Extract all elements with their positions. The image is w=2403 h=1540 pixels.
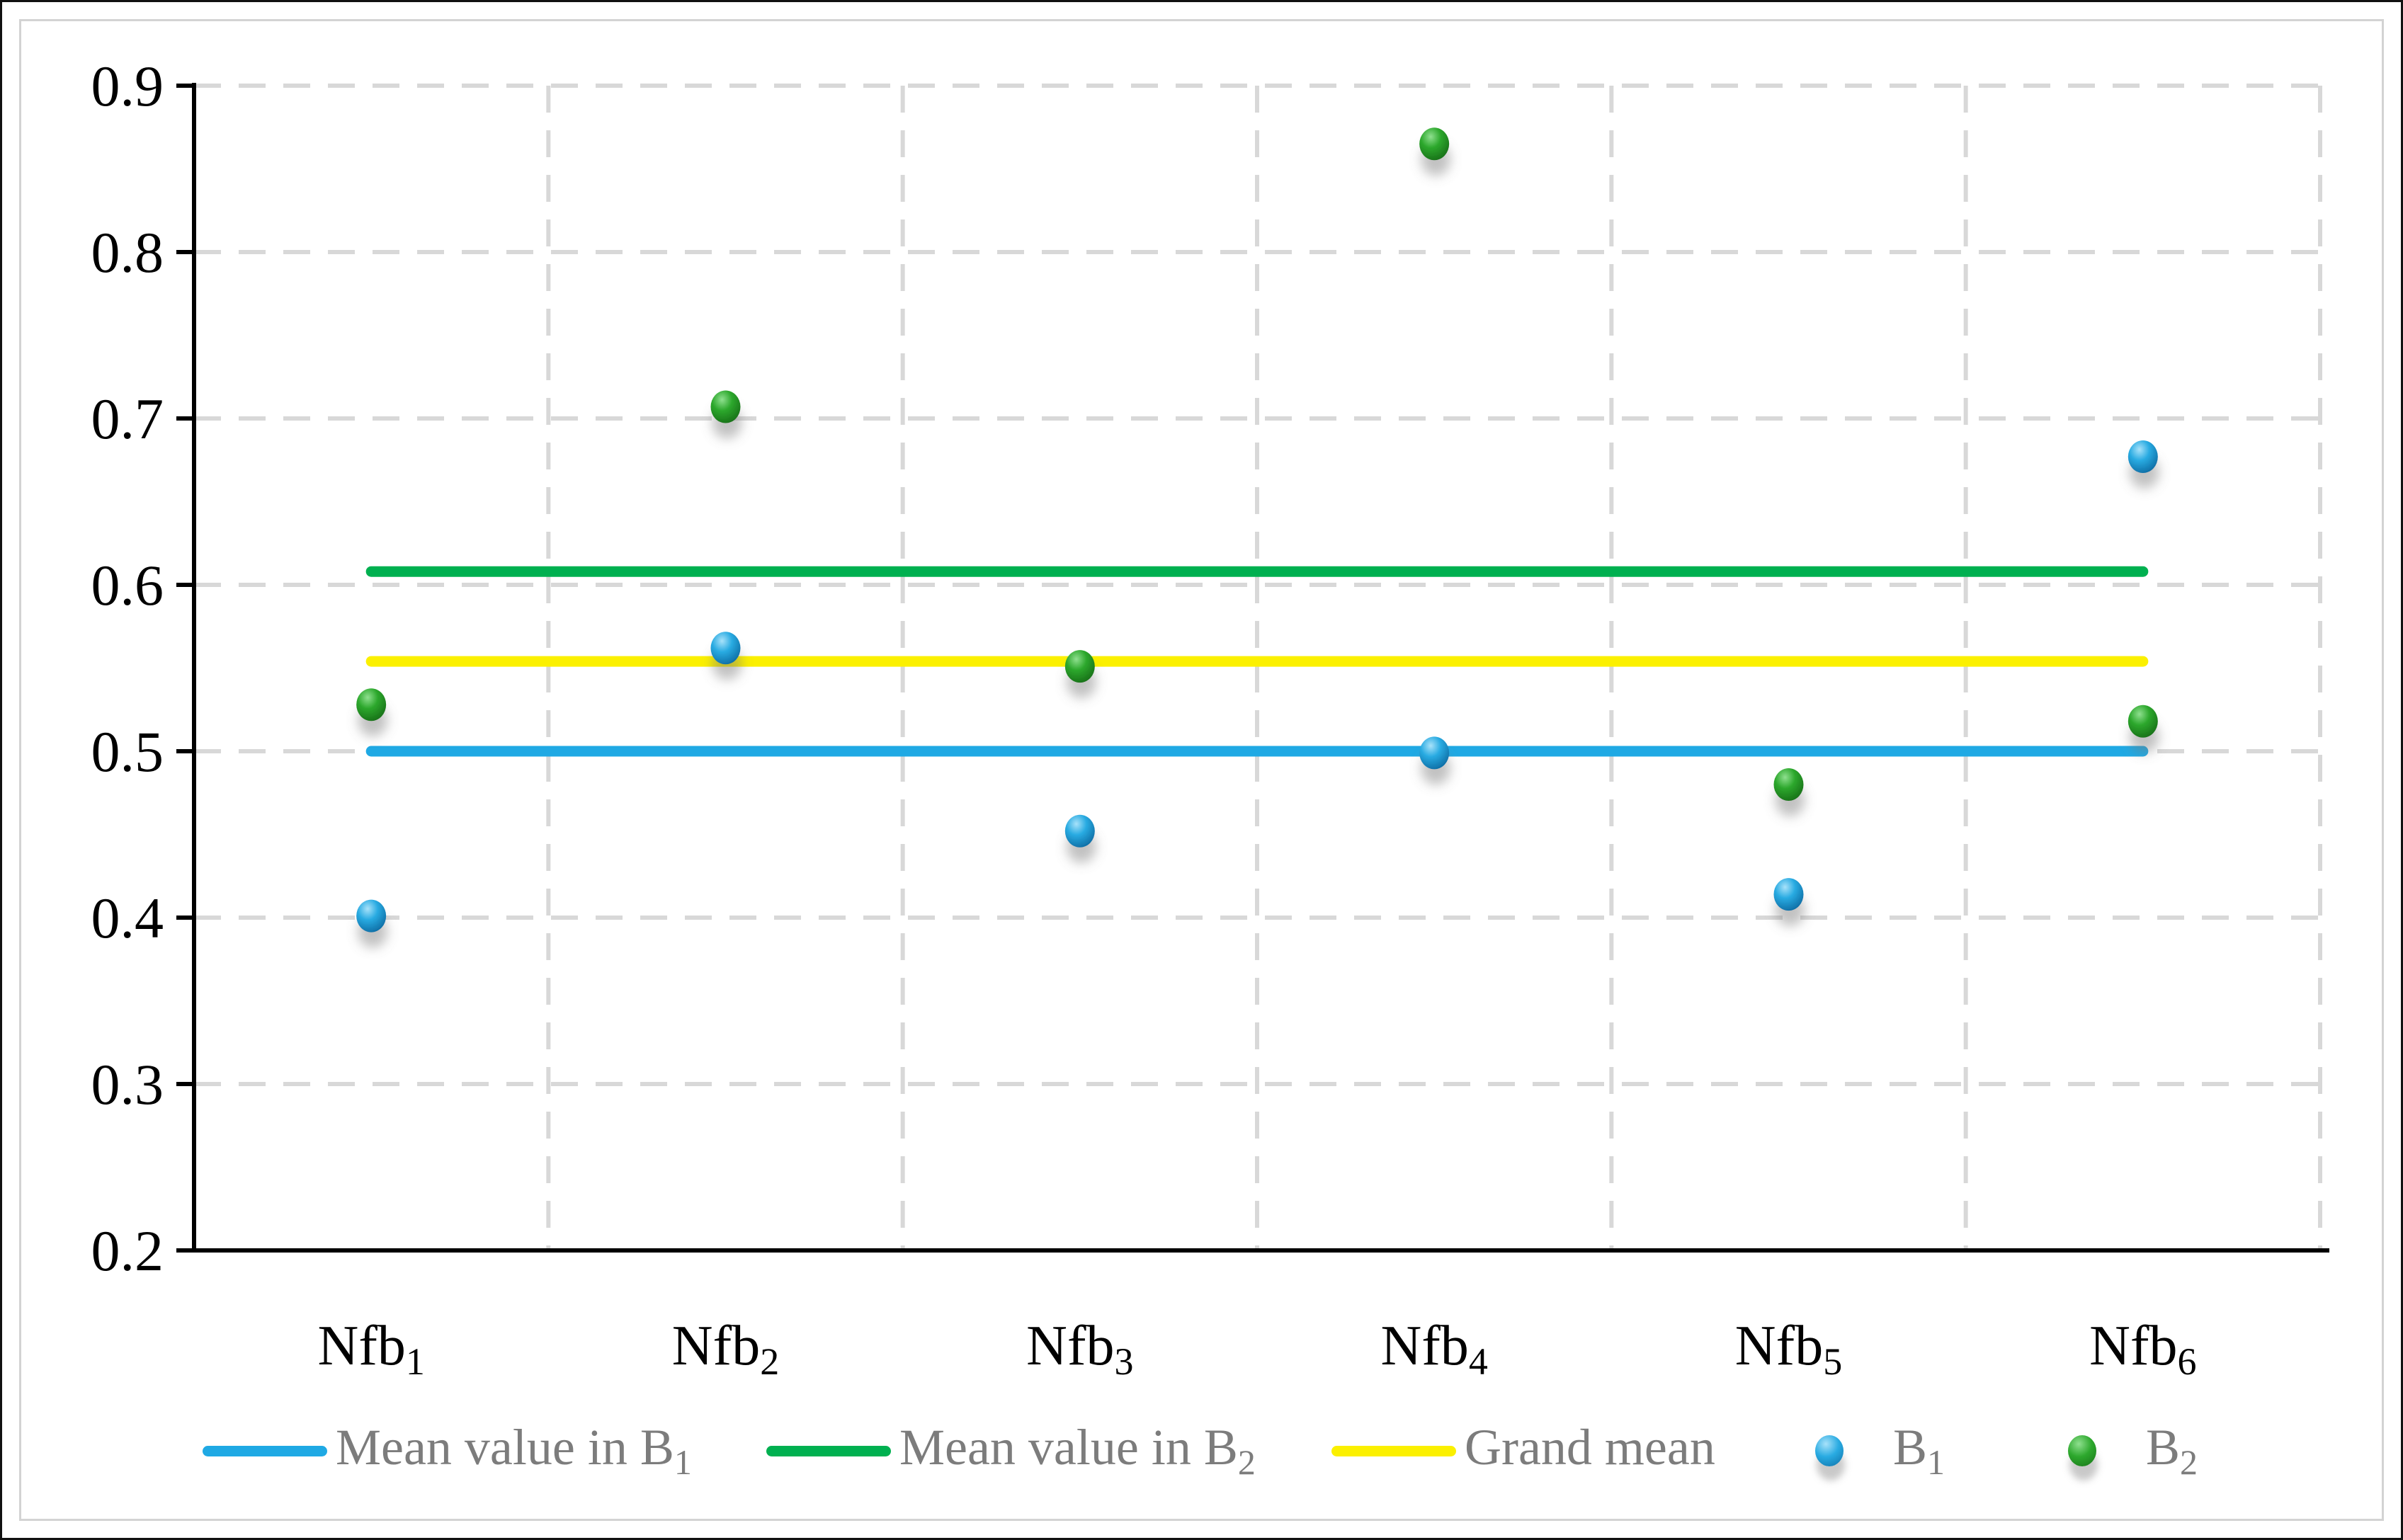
y-tick-label-0.6: 0.6 (91, 553, 164, 617)
legend-label: Grand mean (1465, 1419, 1715, 1476)
b2-marker-icon (2068, 1435, 2096, 1466)
b1-marker-icon (1815, 1435, 1844, 1466)
data-point-blue-b1-nfb2 (710, 632, 741, 665)
legend-label: Mean value in B2 (899, 1419, 1256, 1482)
x-category-label-nfb3: Nfb3 (1026, 1315, 1133, 1383)
x-category-label-nfb1: Nfb1 (317, 1315, 424, 1383)
y-tick-label-0.5: 0.5 (91, 719, 164, 784)
y-tick-label-0.4: 0.4 (91, 886, 164, 950)
y-tick-label-0.7: 0.7 (91, 387, 164, 451)
data-point-blue-b1-nfb4 (1419, 736, 1450, 770)
data-point-blue-b1-nfb3 (1064, 814, 1095, 848)
data-point-green-b2-nfb5 (1773, 768, 1804, 801)
legend-item-series-b2: B2 (2068, 1417, 2198, 1485)
x-category-label-nfb6: Nfb6 (2089, 1315, 2196, 1383)
legend-item-series-b1: B1 (1815, 1417, 1945, 1485)
legend-item-grand-mean: Grand mean (1331, 1417, 1715, 1485)
data-point-green-b2-nfb3 (1064, 650, 1095, 683)
chart-legend: Mean value in B1 Mean value in B2 Grand … (2, 1417, 2401, 1485)
data-point-green-b2-nfb2 (710, 390, 741, 423)
mean-b1-line-swatch-icon (203, 1445, 327, 1456)
y-tick-label-0.8: 0.8 (91, 220, 164, 285)
legend-label: B1 (1893, 1419, 1945, 1482)
data-point-green-b2-nfb6 (2128, 705, 2158, 738)
legend-item-mean-b1: Mean value in B1 (203, 1417, 692, 1485)
grand-mean-line-swatch-icon (1331, 1445, 1456, 1456)
x-category-label-nfb2: Nfb2 (672, 1315, 779, 1383)
data-point-blue-b1-nfb6 (2128, 440, 2158, 474)
y-tick-label-0.9: 0.9 (91, 54, 164, 118)
data-point-green-b2-nfb1 (356, 688, 387, 721)
x-category-label-nfb4: Nfb4 (1380, 1315, 1487, 1383)
data-point-green-b2-nfb4 (1419, 127, 1450, 161)
data-point-blue-b1-nfb5 (1773, 878, 1804, 911)
y-tick-label-0.3: 0.3 (91, 1052, 164, 1117)
x-category-label-nfb5: Nfb5 (1735, 1315, 1842, 1383)
legend-item-mean-b2: Mean value in B2 (766, 1417, 1256, 1485)
y-tick-label-0.2: 0.2 (91, 1219, 164, 1283)
data-point-blue-b1-nfb1 (356, 899, 387, 932)
legend-label: Mean value in B1 (336, 1419, 692, 1482)
legend-label: B2 (2146, 1419, 2198, 1482)
mean-b2-line-swatch-icon (766, 1445, 891, 1456)
